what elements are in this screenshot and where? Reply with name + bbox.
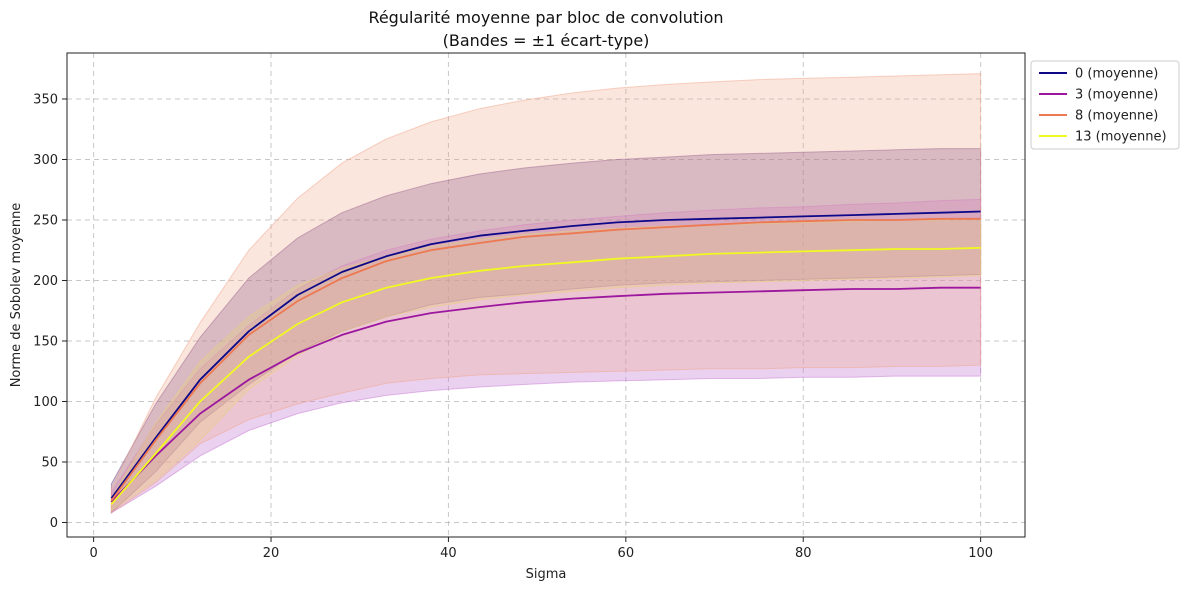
x-axis-label: Sigma: [526, 567, 567, 582]
y-tick-label: 300: [33, 153, 58, 168]
x-tick-label: 20: [263, 546, 280, 561]
legend-label: 8 (moyenne): [1075, 109, 1158, 124]
x-tick-label: 80: [795, 546, 812, 561]
grid-lines: [67, 53, 1025, 537]
mean-line-0: [110, 210, 981, 499]
legend: 0 (moyenne) 3 (moyenne) 8 (moyenne) 13 (moy…: [1030, 60, 1180, 150]
legend-label: 3 (moyenne): [1075, 88, 1158, 103]
mean-line-2: [110, 217, 981, 502]
chart-subtitle: (Bandes = ±1 écart-type): [443, 31, 650, 50]
x-axis: 0 20 40 60 80 100: [89, 537, 993, 561]
x-tick-label: 60: [618, 546, 635, 561]
y-axis-label: Norme de Sobolev moyenne: [9, 203, 24, 388]
x-tick-label: 100: [968, 546, 993, 561]
y-tick-label: 0: [50, 516, 58, 531]
y-tick-label: 150: [33, 334, 58, 349]
y-tick-label: 100: [33, 395, 58, 410]
y-tick-label: 250: [33, 213, 58, 228]
y-axis: 0 50 100 150 200 250 300 350: [33, 92, 67, 531]
y-tick-label: 200: [33, 274, 58, 289]
mean-line-3: [110, 246, 981, 505]
y-tick-label: 350: [33, 92, 58, 107]
plot-frame: [66, 52, 1026, 538]
legend-label: 0 (moyenne): [1075, 67, 1158, 82]
legend-label: 13 (moyenne): [1075, 130, 1167, 145]
x-tick-label: 0: [89, 546, 97, 561]
std-band-3: [110, 218, 982, 512]
chart-title: Régularité moyenne par bloc de convoluti…: [368, 8, 723, 27]
legend-box: [1030, 60, 1180, 150]
mean-line-1: [110, 286, 981, 503]
mean-lines: [110, 210, 981, 505]
x-tick-label: 40: [440, 546, 457, 561]
std-band-1: [110, 198, 982, 514]
y-tick-label: 50: [41, 455, 58, 470]
std-bands: [110, 73, 982, 514]
